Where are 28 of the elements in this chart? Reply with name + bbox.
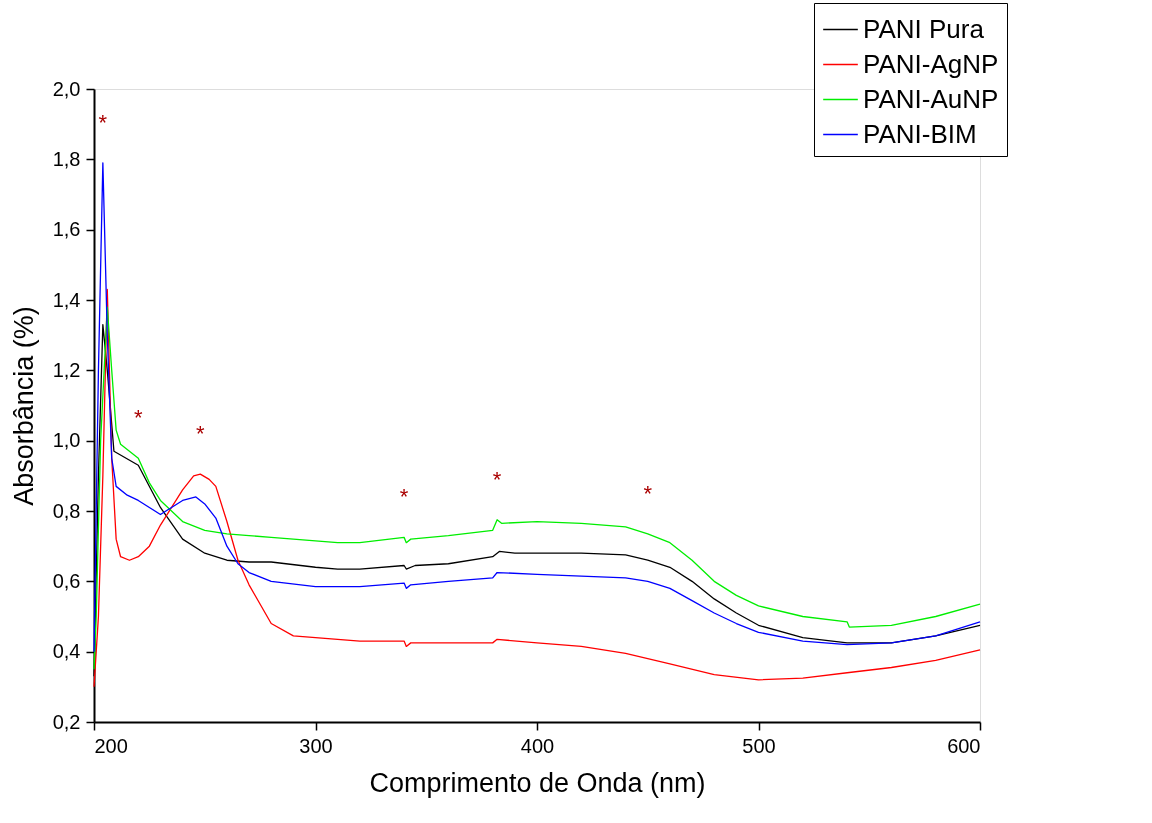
annotation: * (643, 480, 653, 506)
y-tick-label: 2,0 (52, 77, 81, 100)
x-tick-label: 400 (520, 734, 555, 757)
y-tick-label: 1,0 (52, 429, 81, 452)
x-tick-label: 300 (299, 734, 333, 757)
y-tick-label: 1,6 (52, 218, 81, 241)
y-tick-label: 0,2 (52, 710, 81, 733)
x-tick-label: 600 (947, 734, 981, 757)
y-axis-title: Absorbância (%) (8, 306, 39, 506)
annotation: * (196, 421, 206, 447)
annotation: * (98, 109, 108, 135)
annotation: * (399, 484, 409, 510)
legend-label: PANI Pura (863, 13, 985, 44)
y-tick-label: 1,8 (52, 147, 81, 170)
annotation: * (134, 405, 144, 431)
legend-label: PANI-BIM (863, 118, 977, 149)
legend-label: PANI-AuNP (863, 83, 999, 114)
line-series (93, 162, 981, 653)
y-tick-label: 1,4 (52, 288, 81, 311)
x-tick-label: 500 (742, 734, 776, 757)
y-tick-label: 0,6 (52, 569, 81, 592)
x-tick-label: 200 (94, 734, 128, 757)
y-tick-label: 1,2 (52, 358, 81, 381)
annotation: * (492, 466, 502, 492)
y-tick-label: 0,8 (52, 499, 81, 522)
legend-label: PANI-AgNP (863, 48, 999, 79)
y-tick-label: 0,4 (52, 640, 81, 663)
x-axis-title: Comprimento de Onda (nm) (369, 767, 706, 798)
